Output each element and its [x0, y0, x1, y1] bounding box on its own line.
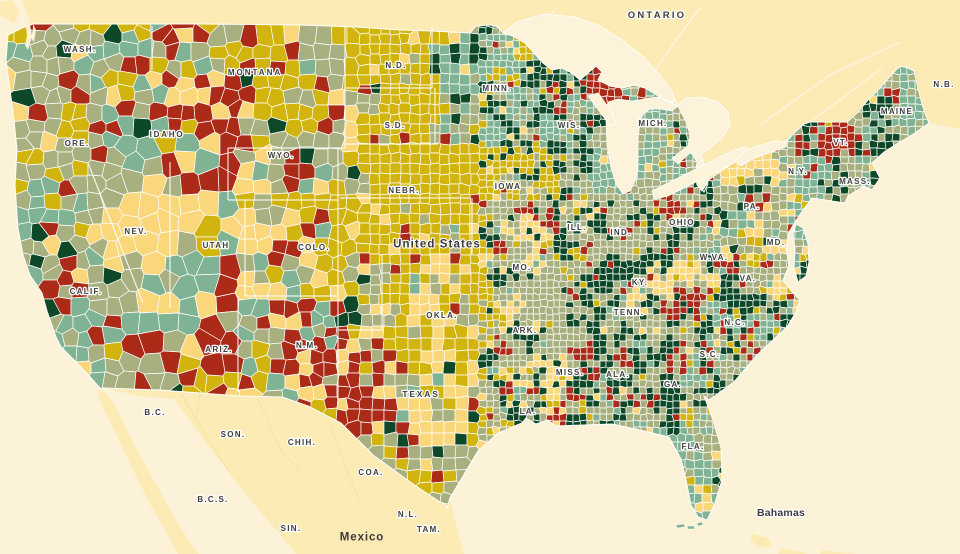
svg-text:KY.: KY. — [632, 278, 648, 287]
svg-text:NEV.: NEV. — [124, 227, 147, 236]
svg-text:SIN.: SIN. — [281, 524, 302, 533]
svg-text:N.B.: N.B. — [933, 80, 954, 89]
svg-text:VT.: VT. — [833, 138, 848, 147]
svg-text:VA.: VA. — [740, 274, 757, 283]
svg-text:WIS.: WIS. — [558, 121, 581, 130]
svg-text:UTAH: UTAH — [203, 241, 230, 250]
svg-text:CALIF.: CALIF. — [70, 287, 103, 296]
svg-text:Mexico: Mexico — [340, 532, 384, 544]
svg-text:N.C.: N.C. — [724, 318, 745, 327]
svg-text:United States: United States — [393, 239, 481, 251]
svg-text:MONTANA: MONTANA — [228, 68, 282, 77]
svg-text:COLO.: COLO. — [298, 243, 330, 252]
svg-text:ARIZ.: ARIZ. — [205, 345, 232, 354]
svg-text:N.L.: N.L. — [398, 510, 418, 519]
svg-text:ILL.: ILL. — [567, 223, 586, 232]
svg-text:MD.: MD. — [767, 238, 786, 247]
svg-text:TAM.: TAM. — [417, 525, 441, 534]
svg-text:S.C.: S.C. — [700, 350, 721, 359]
svg-text:ORE.: ORE. — [65, 139, 90, 148]
svg-text:MINN.: MINN. — [482, 84, 511, 93]
svg-text:OKLA.: OKLA. — [426, 311, 457, 320]
svg-text:COA.: COA. — [358, 468, 383, 477]
svg-text:N.Y.: N.Y. — [788, 167, 808, 176]
svg-text:ONTARIO: ONTARIO — [628, 10, 687, 21]
svg-text:GA.: GA. — [664, 380, 682, 389]
svg-text:OHIO: OHIO — [669, 218, 695, 227]
svg-text:IOWA: IOWA — [495, 182, 522, 191]
svg-text:WYO.: WYO. — [268, 151, 295, 160]
svg-text:MICH.: MICH. — [638, 119, 667, 128]
svg-text:B.C.: B.C. — [144, 408, 165, 417]
svg-text:ALA.: ALA. — [606, 370, 630, 379]
svg-text:B.C.S.: B.C.S. — [197, 495, 228, 504]
svg-text:IDAHO: IDAHO — [150, 130, 185, 139]
svg-text:WASH.: WASH. — [64, 45, 97, 54]
svg-text:MISS.: MISS. — [556, 368, 584, 377]
svg-text:SON.: SON. — [221, 430, 246, 439]
svg-text:IND.: IND. — [610, 228, 631, 237]
svg-text:N.M.: N.M. — [296, 341, 318, 350]
svg-text:NEBR.: NEBR. — [388, 186, 419, 195]
svg-text:S.D.: S.D. — [385, 121, 406, 130]
svg-text:W.VA.: W.VA. — [700, 253, 729, 262]
svg-text:LA.: LA. — [520, 407, 537, 416]
svg-text:TENN.: TENN. — [614, 308, 645, 317]
svg-text:MAINE: MAINE — [881, 107, 913, 116]
svg-text:MASS.: MASS. — [839, 177, 871, 186]
svg-text:FLA.: FLA. — [682, 442, 705, 451]
svg-text:Bahamas: Bahamas — [757, 507, 805, 519]
svg-text:TEXAS: TEXAS — [402, 389, 439, 399]
svg-text:N.D.: N.D. — [385, 61, 406, 70]
svg-text:CHIH.: CHIH. — [288, 438, 316, 447]
svg-text:MO.: MO. — [512, 263, 531, 272]
svg-text:PA.: PA. — [744, 202, 761, 211]
svg-text:ARK.: ARK. — [513, 326, 538, 335]
